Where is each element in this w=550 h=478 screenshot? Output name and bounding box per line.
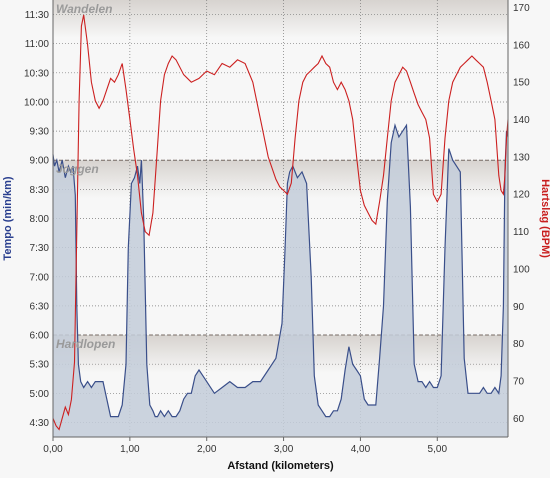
left-tick-label: 11:30 <box>25 10 50 21</box>
right-tick-label: 160 <box>513 40 530 51</box>
right-tick-label: 130 <box>513 152 530 163</box>
x-tick-label: 0,00 <box>43 444 63 455</box>
right-tick-label: 80 <box>513 339 525 350</box>
left-tick-label: 7:00 <box>30 272 50 283</box>
pace-line <box>52 123 509 418</box>
x-tick-label: 2,00 <box>197 444 217 455</box>
zone-label-hardlopen: Hardlopen <box>56 337 115 351</box>
left-tick-label: 6:30 <box>30 301 50 312</box>
left-axis-title: Tempo (min/km) <box>2 176 14 260</box>
right-tick-label: 150 <box>513 78 530 89</box>
x-tick-label: 4,00 <box>351 444 371 455</box>
left-tick-label: 10:30 <box>24 68 49 79</box>
right-tick-label: 120 <box>513 190 530 201</box>
right-tick-label: 110 <box>513 227 529 238</box>
right-tick-label: 90 <box>513 302 525 313</box>
zone-band-0 <box>53 0 508 38</box>
x-tick-label: 3,00 <box>274 444 294 455</box>
x-tick-label: 1,00 <box>120 444 140 455</box>
right-tick-label: 100 <box>513 264 530 275</box>
right-tick-label: 170 <box>513 3 530 14</box>
right-tick-label: 60 <box>513 414 525 425</box>
left-tick-label: 10:00 <box>24 97 49 108</box>
pace-area <box>53 125 508 438</box>
left-tick-label: 5:30 <box>30 360 50 371</box>
heartrate-line <box>52 14 509 431</box>
right-tick-label: 140 <box>513 115 530 126</box>
zone-band-1 <box>53 160 508 199</box>
right-axis-title: Hartslag (BPM) <box>539 179 550 258</box>
left-tick-label: 8:00 <box>30 214 50 225</box>
left-tick-label: 6:00 <box>30 331 50 342</box>
left-tick-label: 11:00 <box>25 39 50 50</box>
x-tick-label: 5,00 <box>428 444 448 455</box>
left-tick-label: 9:30 <box>30 127 50 138</box>
x-axis-title: Afstand (kilometers) <box>227 460 334 472</box>
right-tick-label: 70 <box>513 376 525 387</box>
left-tick-label: 5:00 <box>30 389 50 400</box>
zone-label-wandelen: Wandelen <box>56 2 112 16</box>
left-tick-label: 8:30 <box>30 185 50 196</box>
left-tick-label: 4:30 <box>30 418 50 429</box>
left-tick-label: 7:30 <box>30 243 50 254</box>
left-tick-label: 9:00 <box>30 156 50 167</box>
zone-label-joggen: Joggen <box>56 162 99 176</box>
